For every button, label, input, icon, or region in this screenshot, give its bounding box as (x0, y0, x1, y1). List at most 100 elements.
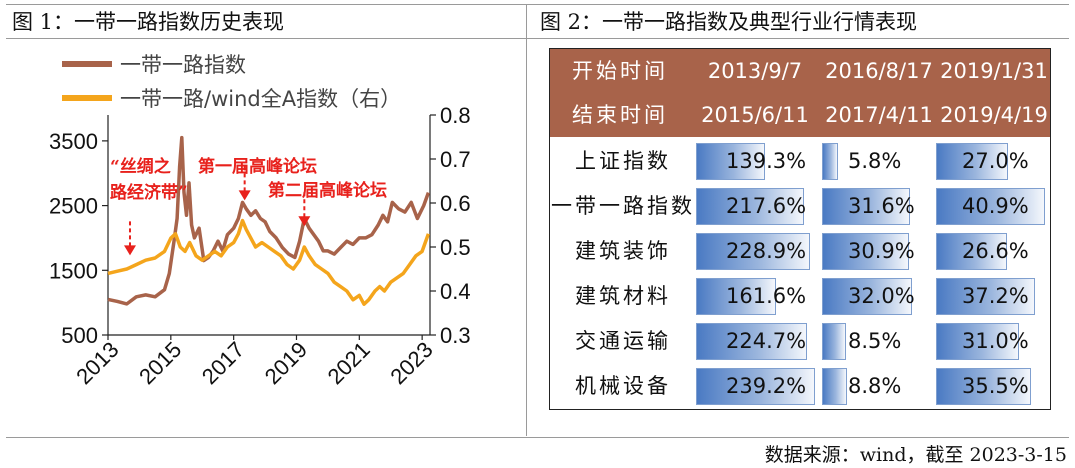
series-line-ratio (107, 218, 431, 306)
left-tick-label: 3500 (49, 129, 98, 154)
data-bar (936, 233, 1007, 270)
data-bar (822, 278, 912, 315)
header-row-end: 结束时间 2015/6/11 2017/4/11 2019/4/19 (550, 93, 1050, 137)
annotation-label: 路经济带” (110, 182, 188, 203)
right-tick-label: 0.5 (440, 235, 471, 260)
data-cell: 27.0% (936, 139, 1048, 184)
data-bar (696, 323, 808, 360)
left-tick-label: 2500 (49, 194, 98, 219)
table-row: 建筑装饰 228.9% 30.9% 26.6% (550, 229, 1050, 274)
header-end-2: 2017/4/11 (825, 103, 933, 127)
data-bar (822, 188, 911, 225)
series-line-index (107, 135, 431, 306)
cell-value: 5.8% (848, 149, 902, 173)
x-tick-label: 2023 (385, 337, 437, 389)
cell-value: 217.6% (726, 194, 807, 218)
data-cell: 161.6% (696, 274, 820, 319)
cell-value: 139.3% (726, 149, 807, 173)
annotation-arrow-head (123, 245, 136, 256)
data-cell: 35.5% (936, 364, 1048, 409)
source-note: 数据来源：wind，截至 2023-3-15 (764, 444, 1067, 466)
row-label: 交通运输 (575, 329, 671, 353)
data-bar (696, 188, 804, 225)
annotation-arrow-head (238, 190, 251, 201)
data-cell: 224.7% (696, 319, 820, 364)
data-bar (822, 143, 839, 180)
data-bar (936, 188, 1046, 225)
table-header: 开始时间 2013/9/7 2016/8/17 2019/1/31 结束时间 2… (550, 49, 1050, 137)
title-divider (6, 38, 1069, 39)
row-label: 一带一路指数 (551, 194, 695, 218)
cell-value: 32.0% (848, 284, 915, 308)
right-tick-label: 0.4 (440, 279, 471, 304)
header-label-start: 开始时间 (572, 59, 668, 83)
x-tick-label: 2015 (134, 337, 186, 389)
figure-frame (6, 4, 1069, 438)
data-bar (936, 323, 1019, 360)
cell-value: 31.0% (962, 329, 1029, 353)
cell-value: 37.2% (962, 284, 1029, 308)
header-start-1: 2013/9/7 (707, 59, 803, 83)
cell-value: 239.2% (726, 374, 807, 398)
cell-value: 30.9% (848, 239, 915, 263)
data-bar (822, 368, 847, 405)
cell-value: 228.9% (726, 239, 807, 263)
cell-value: 8.8% (848, 374, 902, 398)
cell-value: 8.5% (848, 329, 902, 353)
data-bar (936, 368, 1031, 405)
row-label: 机械设备 (575, 374, 671, 398)
data-cell: 32.0% (822, 274, 934, 319)
table-row: 交通运输 224.7% 8.5% 31.0% (550, 319, 1050, 364)
annotation-label: “丝绸之 (110, 156, 171, 177)
panel-divider (526, 4, 527, 436)
data-cell: 228.9% (696, 229, 820, 274)
annotation-label: 第二届高峰论坛 (268, 180, 387, 201)
annotation-arrow-head (298, 216, 311, 227)
cell-value: 35.5% (962, 374, 1029, 398)
cell-value: 27.0% (962, 149, 1029, 173)
right-tick-label: 0.3 (440, 323, 471, 348)
cell-value: 40.9% (962, 194, 1029, 218)
data-bar (936, 278, 1036, 315)
x-tick-label: 2019 (260, 337, 312, 389)
data-cell: 30.9% (822, 229, 934, 274)
row-label: 建筑材料 (575, 284, 671, 308)
legend-label-index: 一带一路指数 (120, 53, 246, 77)
table-row: 建筑材料 161.6% 32.0% 37.2% (550, 274, 1050, 319)
data-bar (696, 278, 777, 315)
data-cell: 239.2% (696, 364, 820, 409)
data-cell: 5.8% (822, 139, 934, 184)
data-bar (696, 233, 810, 270)
table-row: 一带一路指数 217.6% 31.6% 40.9% (550, 184, 1050, 229)
right-panel-title: 图 2：一带一路指数及典型行业行情表现 (540, 10, 918, 34)
left-tick-label: 500 (61, 323, 98, 348)
data-cell: 8.8% (822, 364, 934, 409)
right-tick-label: 0.7 (440, 147, 471, 172)
table-row: 机械设备 239.2% 8.8% 35.5% (550, 364, 1050, 409)
data-bar (822, 233, 909, 270)
data-cell: 26.6% (936, 229, 1048, 274)
cell-value: 224.7% (726, 329, 807, 353)
annotation-label: 第一届高峰论坛 (198, 156, 317, 177)
x-tick-label: 2017 (197, 337, 249, 389)
data-cell: 217.6% (696, 184, 820, 229)
data-cell: 139.3% (696, 139, 820, 184)
header-row-start: 开始时间 2013/9/7 2016/8/17 2019/1/31 (550, 49, 1050, 93)
data-cell: 8.5% (822, 319, 934, 364)
data-bar (696, 368, 815, 405)
data-cell: 37.2% (936, 274, 1048, 319)
data-bar (822, 323, 846, 360)
cell-value: 31.6% (848, 194, 915, 218)
right-tick-label: 0.8 (440, 103, 471, 128)
header-end-3: 2019/4/19 (940, 103, 1048, 127)
legend-label-ratio: 一带一路/wind全A指数（右） (120, 87, 401, 111)
data-cell: 31.0% (936, 319, 1048, 364)
left-panel-title: 图 1：一带一路指数历史表现 (12, 10, 285, 34)
cell-value: 26.6% (962, 239, 1029, 263)
data-bar (696, 143, 766, 180)
header-start-2: 2016/8/17 (825, 59, 933, 83)
row-label: 建筑装饰 (575, 239, 671, 263)
sector-performance-table: 开始时间 2013/9/7 2016/8/17 2019/1/31 结束时间 2… (549, 48, 1051, 410)
left-tick-label: 1500 (49, 258, 98, 283)
